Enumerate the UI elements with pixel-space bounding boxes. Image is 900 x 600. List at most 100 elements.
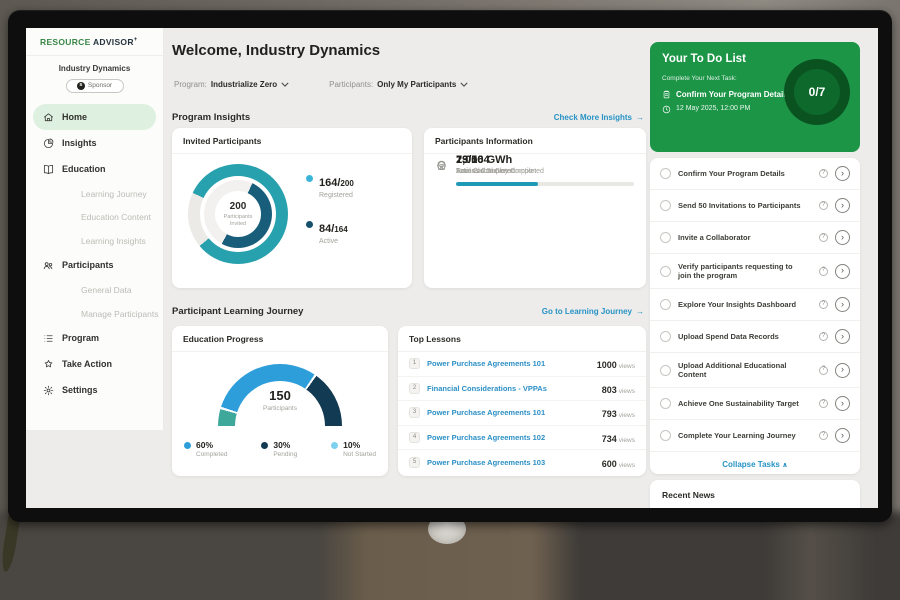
- sidebar-item[interactable]: Program: [26, 326, 163, 352]
- task-row[interactable]: Confirm Your Program Details ? ›: [650, 158, 860, 190]
- legend-item: 164/200 Registered: [306, 172, 354, 201]
- progress-fill: [456, 181, 538, 186]
- sidebar-item[interactable]: Education: [26, 156, 163, 182]
- task-row[interactable]: Achieve One Sustainability Target ? ›: [650, 388, 860, 420]
- lesson-rank-badge: 2: [409, 382, 420, 394]
- sidebar-item[interactable]: Take Action: [26, 352, 163, 378]
- sidebar-item[interactable]: Learning Journey: [26, 182, 163, 206]
- task-row[interactable]: Upload Additional Educational Content ? …: [650, 353, 860, 388]
- chevron-right-icon[interactable]: ›: [835, 396, 850, 411]
- section-title: Program Insights: [172, 112, 251, 123]
- task-checkbox[interactable]: [660, 430, 671, 441]
- chevron-right-icon[interactable]: ›: [835, 428, 850, 443]
- check-more-insights-link[interactable]: Check More Insights →: [554, 113, 644, 123]
- lesson-rank-badge: 4: [409, 431, 420, 443]
- task-row[interactable]: Verify participants requesting to join t…: [650, 254, 860, 289]
- lesson-rank-badge: 3: [409, 407, 420, 419]
- chevron-right-icon[interactable]: ›: [835, 362, 850, 378]
- lesson-views-count: 600: [601, 458, 617, 469]
- sidebar-item[interactable]: Education Content: [26, 206, 163, 230]
- filter-bar: Program: Industrialize Zero Participants…: [174, 80, 468, 90]
- arrow-right-icon: →: [636, 306, 644, 316]
- lesson-row: 2 Financial Considerations - VPPAs 803 vi…: [398, 377, 646, 402]
- lesson-title-link[interactable]: Financial Considerations - VPPAs: [427, 383, 547, 393]
- go-to-learning-journey-link[interactable]: Go to Learning Journey →: [542, 307, 644, 317]
- legend-value: 60%: [196, 440, 214, 450]
- task-row[interactable]: Send 50 Invitations to Participants ? ›: [650, 190, 860, 222]
- sidebar-item[interactable]: Participants: [26, 253, 163, 279]
- todo-progress-ring: 0/7: [784, 59, 850, 125]
- clipboard-icon: [662, 90, 671, 99]
- lesson-rank-badge: 5: [409, 456, 420, 468]
- participants-filter-value[interactable]: Only My Participants: [377, 80, 457, 89]
- legend-dot: [261, 442, 269, 449]
- task-checkbox[interactable]: [660, 398, 671, 409]
- todo-time-label: 12 May 2025, 12:00 PM: [676, 105, 751, 113]
- task-checkbox[interactable]: [660, 232, 671, 243]
- sidebar-item[interactable]: Learning Insights: [26, 229, 163, 253]
- sidebar-item-label: Learning Journey: [81, 188, 147, 199]
- lesson-title-link[interactable]: Power Purchase Agreements 102: [427, 432, 546, 442]
- lesson-title-link[interactable]: Power Purchase Agreements 101: [427, 359, 546, 369]
- task-row[interactable]: Complete Your Learning Journey ? ›: [650, 420, 860, 452]
- help-icon: ?: [819, 266, 828, 276]
- task-label: Invite a Collaborator: [678, 233, 751, 242]
- chevron-right-icon[interactable]: ›: [835, 166, 850, 181]
- help-icon: ?: [819, 300, 828, 309]
- chevron-down-icon[interactable]: [281, 82, 289, 88]
- lesson-title-link[interactable]: Power Purchase Agreements 103: [427, 457, 546, 467]
- todo-next-task-time: 12 May 2025, 12:00 PM: [662, 105, 848, 114]
- sponsor-badge-label: Sponsor: [87, 81, 113, 89]
- task-label: Achieve One Sustainability Target: [678, 399, 799, 408]
- chevron-right-icon[interactable]: ›: [835, 230, 850, 245]
- chevron-right-icon[interactable]: ›: [835, 297, 850, 312]
- lesson-row: 3 Power Purchase Agreements 101 793 views: [398, 401, 646, 426]
- chevron-right-icon[interactable]: ›: [835, 263, 850, 279]
- logo-plus: +: [133, 37, 138, 44]
- lesson-title-link[interactable]: Power Purchase Agreements 101: [427, 408, 546, 418]
- sidebar-item[interactable]: Manage Participants: [26, 302, 163, 326]
- collapse-tasks-link[interactable]: Collapse Tasks ∧: [650, 452, 860, 474]
- sidebar-item[interactable]: Settings: [26, 378, 163, 404]
- sidebar-item[interactable]: Insights: [26, 130, 163, 156]
- progress-bar: [456, 181, 634, 186]
- lesson-views-label: views: [618, 436, 635, 444]
- task-checkbox[interactable]: [660, 168, 671, 179]
- task-row[interactable]: Invite a Collaborator ? ›: [650, 222, 860, 254]
- program-filter-value[interactable]: Industrialize Zero: [210, 80, 278, 89]
- task-checkbox[interactable]: [660, 331, 671, 342]
- info-label: Emission Survey Completed: [456, 168, 544, 176]
- task-label: Complete Your Learning Journey: [678, 431, 796, 440]
- org-name: Industry Dynamics: [58, 64, 131, 74]
- info-value: 1,000 GWh: [456, 154, 513, 167]
- page-title: Welcome, Industry Dynamics: [172, 42, 381, 59]
- todo-subtitle: Complete Your Next Task:: [662, 74, 737, 82]
- sidebar-item[interactable]: Home: [33, 104, 156, 130]
- gauge-center: 150 Participants: [218, 388, 342, 412]
- task-checkbox[interactable]: [660, 265, 671, 277]
- task-checkbox[interactable]: [660, 299, 671, 310]
- sidebar-item-icon: [42, 333, 54, 345]
- task-row[interactable]: Explore Your Insights Dashboard ? ›: [650, 289, 860, 321]
- legend-dot: [306, 175, 313, 182]
- invited-participants-card: Invited Participants 200 Participants In…: [172, 128, 412, 288]
- sidebar-item[interactable]: General Data: [26, 279, 163, 303]
- chevron-down-icon[interactable]: [460, 82, 468, 88]
- sidebar-item-icon: [61, 211, 73, 223]
- donut-center-value: 200: [229, 200, 247, 212]
- task-checkbox[interactable]: [660, 200, 671, 211]
- help-icon: ?: [819, 332, 828, 341]
- app-logo: RESOURCE ADVISOR+: [26, 28, 163, 57]
- chevron-right-icon[interactable]: ›: [835, 198, 850, 213]
- legend-value-denominator: 164: [334, 224, 348, 234]
- sidebar-item-label: General Data: [81, 285, 132, 296]
- task-checkbox[interactable]: [660, 364, 671, 376]
- donut-hole: [215, 191, 261, 237]
- logo-text-resource: RESOURCE: [40, 37, 91, 47]
- legend-item: 30% Pending: [261, 440, 297, 459]
- chevron-right-icon[interactable]: ›: [835, 329, 850, 344]
- legend-label: Registered: [319, 192, 353, 200]
- task-row[interactable]: Upload Spend Data Records ? ›: [650, 321, 860, 353]
- program-filter-label: Program:: [174, 80, 207, 89]
